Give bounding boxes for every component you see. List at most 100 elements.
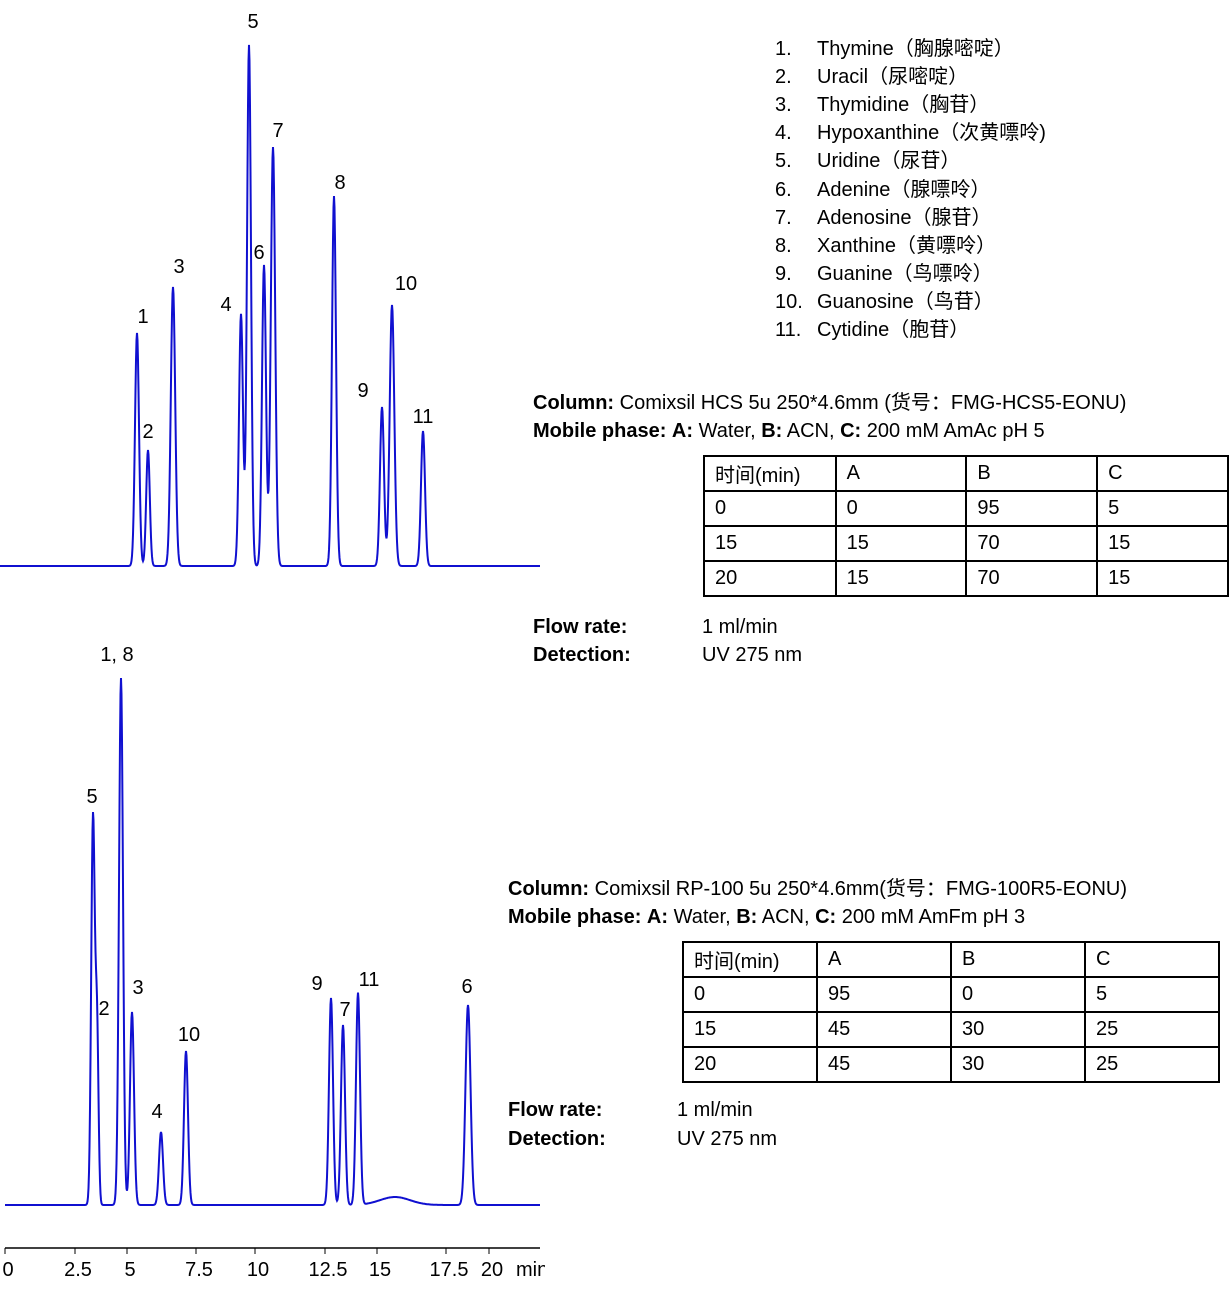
x-tick-label: 10 <box>247 1259 269 1281</box>
peak-label: 6 <box>461 976 472 998</box>
list-number: 1. <box>775 38 792 60</box>
list-number: 2. <box>775 66 792 89</box>
cell: 15 <box>1096 560 1229 597</box>
cell: 0 <box>950 976 1086 1013</box>
compound-name: Guanine（鸟嘌呤） <box>817 262 993 285</box>
compound-name: Adenine（腺嘌呤） <box>817 178 991 201</box>
peak-label: 10 <box>395 273 417 295</box>
header-cell: 时间(min) <box>682 941 818 978</box>
cell: 70 <box>965 525 1099 562</box>
x-tick-label: 5 <box>124 1259 135 1281</box>
cell: 0 <box>682 976 818 1013</box>
peak-label: 4 <box>151 1101 162 1123</box>
compound-name: Adenosine（腺苷） <box>817 206 992 229</box>
header-cell: B <box>950 941 1086 978</box>
header-cell: A <box>834 455 968 492</box>
peak-label: 2 <box>98 998 109 1020</box>
list-number: 8. <box>775 234 792 257</box>
mobile-part: Water, <box>668 906 737 928</box>
compound-name: Guanosine（鸟苷） <box>817 290 994 313</box>
mobile-part: A: <box>646 906 669 928</box>
cell: 5 <box>1084 976 1220 1013</box>
cell: 0 <box>703 490 837 527</box>
mobile-part: B: <box>761 420 783 442</box>
compound-name: Uridine（尿苷） <box>817 150 961 173</box>
peak-label: 6 <box>253 242 264 264</box>
x-tick-label: 20 <box>481 1259 503 1281</box>
compound-name: Thymine（胸腺嘧啶） <box>817 38 1014 60</box>
peak-label: 10 <box>178 1024 200 1046</box>
label: Mobile phase: <box>508 906 642 928</box>
list-number: 11. <box>775 319 802 341</box>
x-tick-label: 7.5 <box>185 1259 213 1281</box>
flow-value: 1 ml/min <box>677 1099 753 1121</box>
label: Detection: <box>533 644 631 666</box>
chromatogram-trace <box>0 44 540 567</box>
label: Column: <box>508 878 590 900</box>
list-number: 6. <box>775 178 792 201</box>
x-tick-label: 12.5 <box>309 1259 348 1281</box>
label: Flow rate: <box>508 1099 603 1121</box>
cell: 45 <box>816 1046 952 1083</box>
cell: 25 <box>1084 1011 1220 1048</box>
detection-value: UV 275 nm <box>677 1128 778 1150</box>
peak-label: 2 <box>142 421 153 443</box>
column-value: Comixsil HCS 5u 250*4.6mm (货号：FMG-HCS5-E… <box>619 392 1127 414</box>
cell: 45 <box>816 1011 952 1048</box>
list-number: 7. <box>775 206 792 229</box>
header-cell: A <box>816 941 952 978</box>
row: 15 15 70 15 <box>703 525 1229 562</box>
label: Mobile phase: <box>533 420 667 442</box>
cell: 5 <box>1096 490 1229 527</box>
x-tick-label: 17.5 <box>430 1259 469 1281</box>
label: Flow rate: <box>533 616 628 638</box>
peak-label: 5 <box>86 786 97 808</box>
cell: 15 <box>703 525 837 562</box>
cell: 25 <box>1084 1046 1220 1083</box>
mobile-part: A: <box>671 420 694 442</box>
peak-label: 9 <box>357 380 368 402</box>
cell: 95 <box>965 490 1099 527</box>
mobile-part: ACN, <box>757 906 816 928</box>
peak-label: 3 <box>173 256 184 278</box>
cell: 20 <box>682 1046 818 1083</box>
x-tick-label: 15 <box>369 1259 391 1281</box>
cell: 15 <box>834 560 968 597</box>
flow-value: 1 ml/min <box>702 616 778 638</box>
list-number: 9. <box>775 262 792 285</box>
compound-name: Hypoxanthine（次黄嘌呤) <box>817 122 1046 145</box>
list-number: 5. <box>775 150 792 173</box>
column-line: Column: Comixsil RP-100 5u 250*4.6mm(货号：… <box>508 878 1127 900</box>
cell: 95 <box>816 976 952 1013</box>
detection-value: UV 275 nm <box>702 644 803 666</box>
gradient-table: 时间(min) A B C 0 0 95 5 15 15 70 15 20 15 70 15 <box>703 455 1229 597</box>
peak-label: 1 <box>137 306 148 328</box>
compound-name: Xanthine（黄嘌呤） <box>817 234 996 257</box>
row: 0 95 0 5 <box>682 976 1220 1013</box>
header-cell: C <box>1096 455 1229 492</box>
label: Column: <box>533 392 615 414</box>
x-axis-unit: min <box>516 1259 545 1281</box>
header-row: 时间(min) A B C <box>682 941 1220 978</box>
compound-name: Cytidine（胞苷） <box>817 319 970 341</box>
gradient-table: 时间(min) A B C 0 95 0 5 15 45 30 25 20 45 30 25 <box>682 941 1220 1083</box>
header-cell: B <box>965 455 1099 492</box>
mobile-part: C: <box>840 420 862 442</box>
peak-label: 8 <box>334 172 345 194</box>
cell: 30 <box>950 1011 1086 1048</box>
mobile-part: C: <box>815 906 837 928</box>
header-row: 时间(min) A B C <box>703 455 1229 492</box>
header-cell: 时间(min) <box>703 455 837 492</box>
row: 0 0 95 5 <box>703 490 1229 527</box>
cell: 70 <box>965 560 1099 597</box>
mobile-line: Mobile phase: A: Water, B: ACN, C: 200 m… <box>508 906 1025 928</box>
mobile-part: ACN, <box>782 420 841 442</box>
cell: 20 <box>703 560 837 597</box>
peak-label: 11 <box>413 406 434 428</box>
chromatogram-trace <box>5 677 540 1206</box>
mobile-line: Mobile phase: A: Water, B: ACN, C: 200 m… <box>533 420 1045 442</box>
x-tick-label: 0 <box>2 1259 13 1281</box>
peak-label: 1, 8 <box>100 644 133 666</box>
